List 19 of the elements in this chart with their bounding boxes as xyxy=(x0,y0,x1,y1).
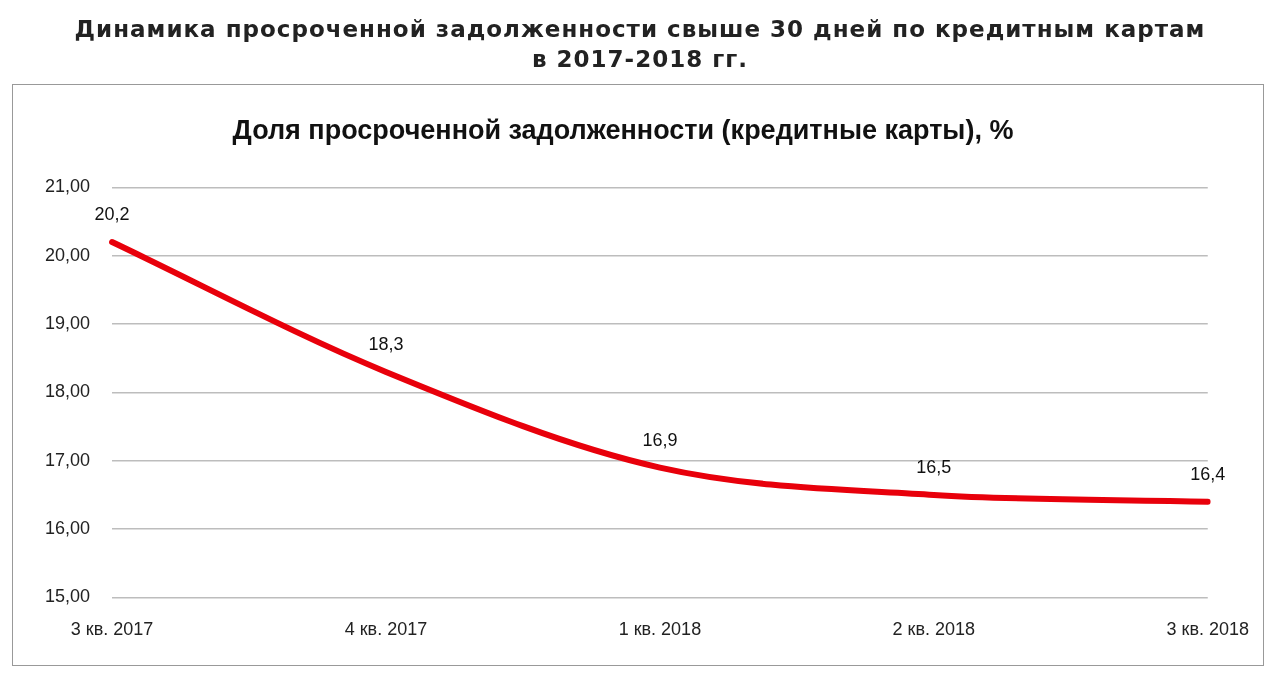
data-label: 18,3 xyxy=(368,333,404,354)
x-tick-label: 3 кв. 2018 xyxy=(1166,619,1249,640)
y-tick-label: 20,00 xyxy=(45,244,91,265)
y-tick-label: 19,00 xyxy=(45,313,91,334)
y-tick-label: 15,00 xyxy=(45,586,91,607)
data-label: 16,4 xyxy=(1190,463,1226,484)
data-label: 20,2 xyxy=(94,204,130,225)
x-tick-label: 4 кв. 2017 xyxy=(344,619,428,640)
data-label: 16,9 xyxy=(642,429,678,450)
y-tick-label: 21,00 xyxy=(45,176,91,197)
x-tick-label: 3 кв. 2017 xyxy=(70,619,154,640)
chart-subtitle: Динамика просроченной задолженности свыше 30 дней по кредитным картам в 2017-2018 гг. xyxy=(73,15,1207,74)
chart-title: Доля просроченной задолженности (кредитные карты), % xyxy=(232,114,1014,145)
y-tick-label: 17,00 xyxy=(45,449,91,470)
x-tick-label: 1 кв. 2018 xyxy=(618,619,702,640)
x-tick-label: 2 кв. 2018 xyxy=(892,619,976,640)
y-tick-label: 16,00 xyxy=(45,518,91,539)
y-tick-label: 18,00 xyxy=(45,381,91,402)
data-label: 16,5 xyxy=(916,456,952,477)
